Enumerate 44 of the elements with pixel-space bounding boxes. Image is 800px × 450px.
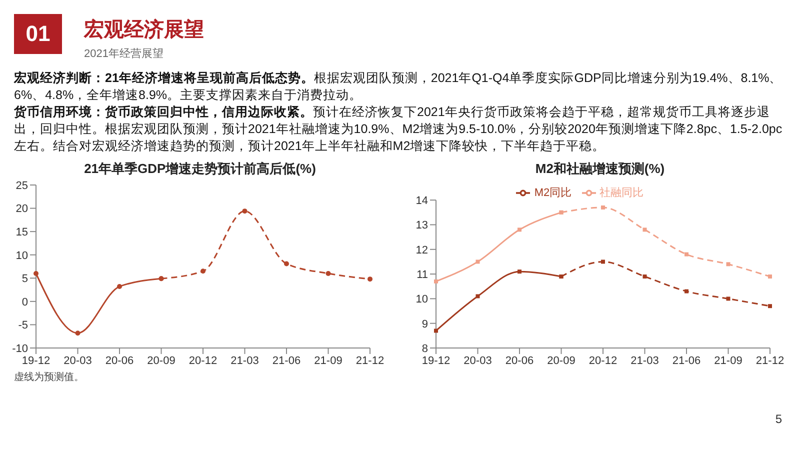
x-tick-label: 21-09 [314, 354, 342, 367]
legend-label: 社融同比 [600, 187, 644, 199]
y-tick-label: 9 [422, 318, 428, 330]
text: 宏观经济判断：21年经济增速将呈现前高后低态势。 [14, 71, 314, 85]
y-tick-label: 10 [16, 250, 28, 262]
x-tick-label: 20-12 [588, 354, 618, 367]
y-tick-label: 8 [422, 342, 428, 355]
y-tick-label: 14 [416, 195, 428, 207]
x-tick-label: 20-09 [547, 354, 576, 367]
x-tick-label: 21-12 [756, 354, 784, 367]
y-tick-label: -10 [12, 342, 28, 355]
x-tick-label: 19-12 [422, 354, 450, 367]
chart-title: M2和社融增速预测(%) [534, 160, 666, 178]
y-tick-label: 5 [22, 273, 28, 286]
x-tick-label: 19-12 [22, 354, 50, 367]
x-tick-label: 21-03 [230, 354, 259, 367]
x-tick-label: 20-06 [505, 354, 534, 367]
y-tick-label: 25 [16, 180, 28, 192]
x-tick-label: 20-09 [147, 354, 176, 367]
chart-title: 21年单季GDP增速走势预计前高后低(%) [83, 160, 317, 178]
text: 宏观经济展望 [84, 18, 204, 43]
x-tick-label: 21-03 [630, 354, 659, 367]
text: 5 [775, 412, 782, 426]
y-tick-label: 13 [416, 220, 428, 232]
x-tick-label: 20-12 [188, 354, 218, 367]
y-tick-label: 0 [22, 296, 28, 308]
text: 虚线为预测值。 [14, 370, 85, 384]
y-tick-label: 15 [16, 226, 28, 238]
y-tick-label: -5 [18, 320, 28, 332]
text: 货币信用环境：货币政策回归中性，信用边际收紧。 [14, 105, 313, 119]
y-tick-label: 11 [416, 268, 428, 281]
y-tick-label: 12 [416, 244, 428, 256]
x-tick-label: 21-09 [714, 354, 742, 367]
x-tick-label: 21-12 [356, 354, 384, 367]
x-tick-label: 21-06 [672, 354, 701, 367]
y-tick-label: 20 [16, 203, 28, 216]
x-tick-label: 21-06 [272, 354, 301, 367]
legend-label: M2同比 [534, 187, 572, 199]
x-tick-label: 20-03 [64, 354, 92, 367]
y-tick-label: 10 [416, 294, 428, 306]
x-tick-label: 20-06 [105, 354, 134, 367]
text: 2021年经营展望 [84, 46, 164, 61]
number-badge: 01 [14, 14, 62, 54]
x-tick-label: 20-03 [464, 354, 492, 367]
